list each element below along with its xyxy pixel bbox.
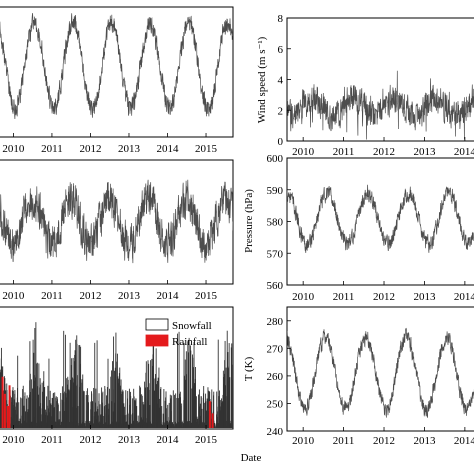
y-tick-labels: 560 570 580 590 600 [267,153,291,292]
y-tick-label: 260 [267,371,284,383]
plot-area [287,184,474,253]
y-tick-label: 0 [278,136,284,148]
x-tick-label: 2010 [2,290,25,302]
x-tick-label: 2015 [195,290,218,302]
plot-area [0,322,233,428]
y-tick-label: 250 [267,398,284,410]
y-tick-label: 4 [278,75,284,87]
x-tick-labels: 2010 2011 2012 2013 2014 2015 [2,425,218,446]
y-axis-title: Pressure (hPa) [243,189,255,253]
x-tick-label: 2011 [41,290,63,302]
legend-label-rainfall: Rainfall [172,336,207,348]
y-tick-label: 590 [267,185,284,197]
y-tick-label: 2 [278,105,284,117]
x-tick-label: 2012 [79,143,101,155]
panel-left-top: 2010 2011 2012 2013 2014 2015 [0,6,234,155]
x-tick-label: 2011 [333,291,355,303]
series-line [0,13,233,120]
y-tick-label: 570 [267,248,284,260]
y-tick-label: 560 [267,280,284,292]
x-tick-label: 2012 [79,290,101,302]
x-tick-label: 2010 [2,434,25,446]
y-axis-title: T (K) [243,356,255,381]
y-tick-label: 580 [267,217,284,229]
plot-frame [0,6,234,138]
series-line [0,179,233,264]
y-tick-label: 600 [267,153,284,165]
legend-swatch-rainfall [145,334,169,347]
x-tick-label: 2013 [413,146,436,158]
y-tick-label: 6 [278,44,284,56]
series-line [287,184,474,253]
x-tick-labels: 2010 2011 2012 2013 2014 [292,281,474,303]
x-tick-label: 2014 [157,290,180,302]
x-tick-label: 2012 [373,146,395,158]
series-line [287,70,474,140]
panel-left-bottom: 2010 2011 2012 2013 2014 2015 Snowfall Rainfa… [0,306,234,446]
x-tick-label: 2013 [413,291,436,303]
panel-wind-speed: 2010 2011 2012 2013 2014 0 2 4 6 8 Wind speed (m… [256,13,474,158]
series-line [287,327,474,418]
x-tick-label: 2014 [454,146,474,158]
x-tick-label: 2010 [292,291,315,303]
x-tick-label: 2010 [292,146,315,158]
x-tick-label: 2013 [118,434,141,446]
plot-area [0,179,233,264]
legend: Snowfall Rainfall [145,318,212,348]
x-tick-label: 2014 [157,434,180,446]
plot-frame [286,306,474,432]
plot-area [0,13,233,120]
plot-frame [286,17,474,142]
x-tick-labels: 2010 2011 2012 2013 2014 2015 [2,133,218,155]
x-tick-label: 2011 [41,143,63,155]
panel-pressure: 2010 2011 2012 2013 2014 560 570 580 590 600 Pre… [243,153,474,303]
x-tick-label: 2013 [118,143,141,155]
plot-frame [286,157,474,286]
x-tick-labels: 2010 2011 2012 2013 2014 2015 [2,280,218,302]
x-tick-label: 2014 [454,435,474,447]
x-tick-label: 2012 [373,435,395,447]
x-tick-label: 2014 [157,143,180,155]
x-tick-label: 2010 [292,435,315,447]
y-tick-label: 280 [267,316,284,328]
x-tick-label: 2015 [195,143,218,155]
x-tick-labels: 2010 2011 2012 2013 2014 [292,137,474,158]
x-tick-label: 2015 [195,434,218,446]
panel-left-middle: 2010 2011 2012 2013 2014 2015 [0,159,234,302]
x-tick-label: 2013 [413,435,436,447]
x-tick-label: 2010 [2,143,25,155]
y-axis-title: Wind speed (m s⁻¹) [256,36,268,123]
x-tick-label: 2011 [333,146,355,158]
y-tick-label: 8 [278,13,284,25]
x-tick-label: 2011 [333,435,355,447]
panel-temperature: 2010 2011 2012 2013 2014 240 250 260 270 280 T (… [243,306,474,447]
x-tick-label: 2012 [373,291,395,303]
y-tick-labels: 0 2 4 6 8 [278,13,291,148]
x-tick-label: 2014 [454,291,474,303]
y-tick-label: 240 [267,426,284,438]
legend-swatch-snowfall [145,318,169,331]
legend-label-snowfall: Snowfall [172,320,212,332]
x-tick-labels: 2010 2011 2012 2013 2014 [292,427,474,447]
y-tick-label: 270 [267,343,284,355]
x-axis-title: Date [241,452,262,464]
plot-area [287,70,474,140]
plot-area [287,327,474,418]
y-tick-labels: 240 250 260 270 280 [267,316,291,438]
x-tick-label: 2012 [79,434,101,446]
x-tick-label: 2011 [41,434,63,446]
x-tick-label: 2013 [118,290,141,302]
